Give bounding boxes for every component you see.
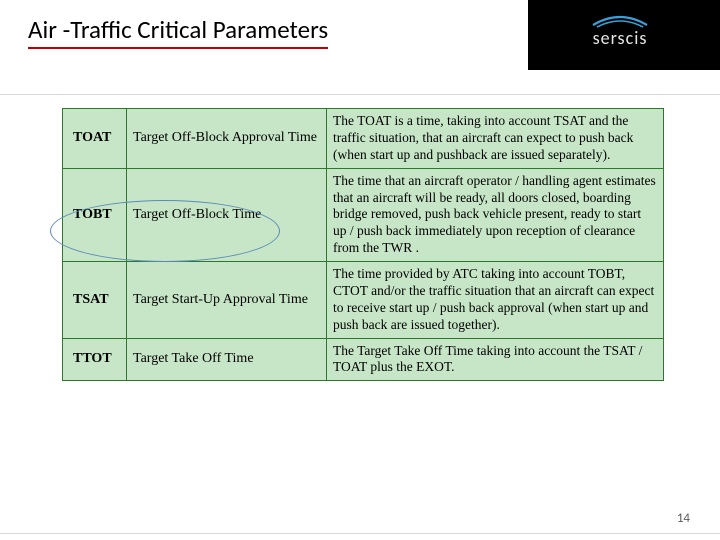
cell-acronym: TOBT — [63, 168, 127, 261]
table-row: TOBT Target Off-Block Time The time that… — [63, 168, 664, 261]
parameters-table-wrap: TOAT Target Off-Block Approval Time The … — [62, 108, 664, 381]
table-row: TSAT Target Start-Up Approval Time The t… — [63, 262, 664, 339]
logo-area: serscis — [528, 0, 720, 62]
table-row: TTOT Target Take Off Time The Target Tak… — [63, 338, 664, 381]
parameters-table: TOAT Target Off-Block Approval Time The … — [62, 108, 664, 381]
page-number: 14 — [677, 511, 690, 526]
cell-desc: The time provided by ATC taking into acc… — [327, 262, 664, 339]
cell-name: Target Take Off Time — [127, 338, 327, 381]
logo-text: serscis — [593, 27, 648, 49]
cell-desc: The time that an aircraft operator / han… — [327, 168, 664, 261]
cell-acronym: TSAT — [63, 262, 127, 339]
cell-name: Target Start-Up Approval Time — [127, 262, 327, 339]
cell-acronym: TTOT — [63, 338, 127, 381]
page-title: Air -Traffic Critical Parameters — [28, 14, 328, 49]
header-black-strip — [528, 62, 720, 70]
slide-header: Air -Traffic Critical Parameters serscis — [0, 0, 720, 62]
cell-desc: The Target Take Off Time taking into acc… — [327, 338, 664, 381]
logo-swoosh-icon — [591, 13, 649, 29]
cell-name: Target Off-Block Time — [127, 168, 327, 261]
cell-desc: The TOAT is a time, taking into account … — [327, 109, 664, 169]
cell-acronym: TOAT — [63, 109, 127, 169]
cell-name: Target Off-Block Approval Time — [127, 109, 327, 169]
divider-bottom — [0, 533, 720, 534]
divider-top — [0, 94, 720, 95]
title-area: Air -Traffic Critical Parameters — [0, 0, 528, 62]
table-row: TOAT Target Off-Block Approval Time The … — [63, 109, 664, 169]
